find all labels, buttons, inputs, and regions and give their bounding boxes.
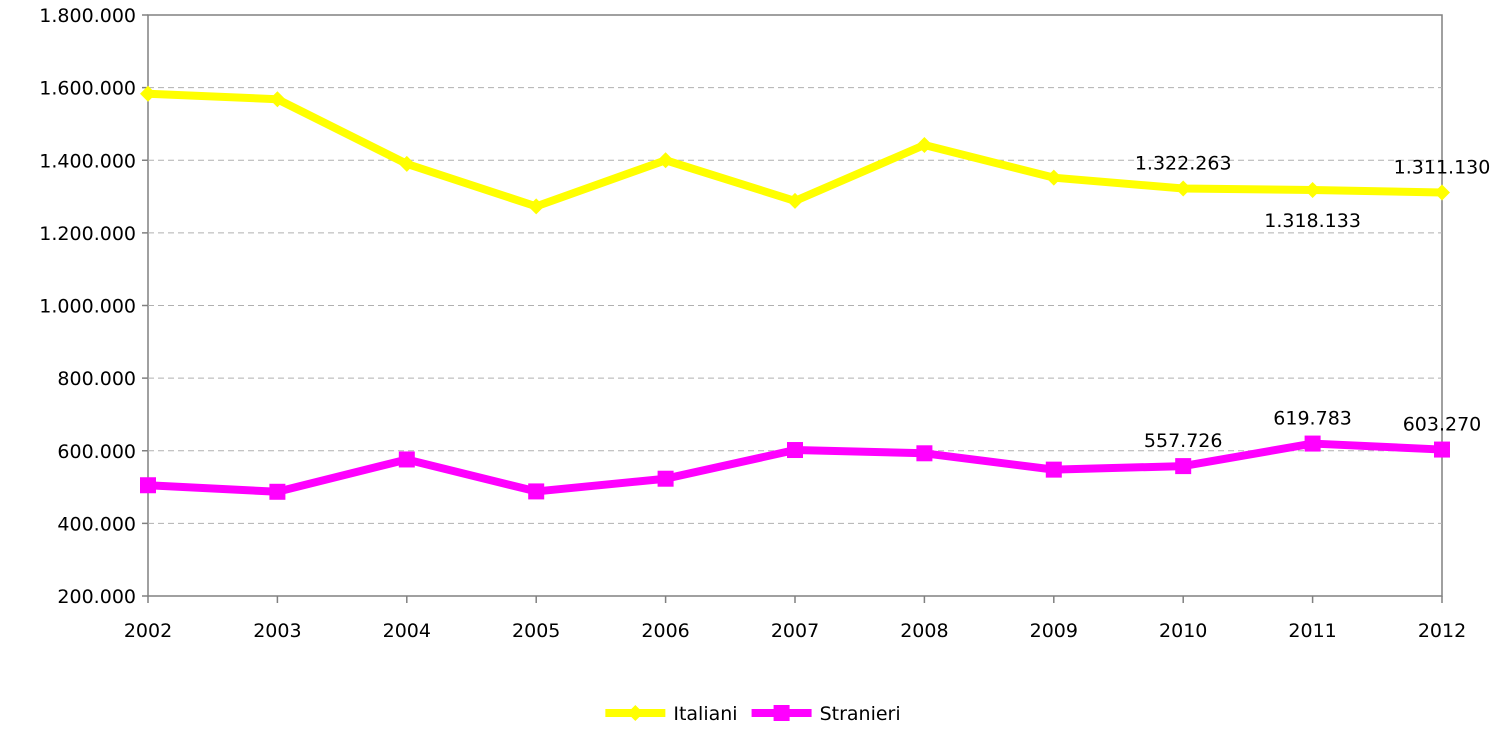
- data-label: 1.318.133: [1264, 210, 1361, 232]
- y-tick-label: 200.000: [57, 586, 136, 608]
- data-point-italiani: [916, 136, 933, 153]
- y-tick-label: 600.000: [57, 441, 136, 463]
- x-tick-label: 2008: [900, 620, 948, 642]
- x-tick-label: 2009: [1030, 620, 1078, 642]
- data-point-italiani: [269, 91, 286, 108]
- x-tick-label: 2004: [383, 620, 431, 642]
- legend-label-stranieri: Stranieri: [820, 703, 901, 725]
- data-point-italiani: [1434, 184, 1450, 201]
- data-point-stranieri: [1045, 461, 1062, 478]
- x-tick-label: 2011: [1288, 620, 1336, 642]
- data-point-stranieri: [398, 451, 415, 468]
- data-point-italiani: [1304, 181, 1321, 198]
- data-point-stranieri: [916, 445, 933, 462]
- x-tick-label: 2010: [1159, 620, 1207, 642]
- legend-marker-italiani: [627, 705, 644, 721]
- x-tick-label: 2002: [124, 620, 172, 642]
- data-point-italiani: [787, 192, 803, 209]
- data-point-italiani: [528, 198, 545, 215]
- y-tick-label: 1.200.000: [39, 223, 136, 245]
- legend-marker-stranieri: [773, 705, 790, 721]
- data-label: 619.783: [1273, 408, 1352, 430]
- data-point-stranieri: [1304, 435, 1321, 452]
- data-point-stranieri: [528, 483, 545, 500]
- data-point-italiani: [140, 85, 156, 102]
- data-point-italiani: [657, 152, 674, 169]
- data-point-stranieri: [269, 483, 286, 500]
- x-tick-label: 2007: [771, 620, 819, 642]
- data-label: 1.311.130: [1394, 157, 1491, 179]
- data-point-stranieri: [787, 442, 803, 459]
- x-tick-label: 2012: [1418, 620, 1466, 642]
- data-point-italiani: [1045, 169, 1062, 186]
- y-tick-label: 1.800.000: [39, 5, 136, 27]
- x-tick-label: 2003: [253, 620, 301, 642]
- data-label: 603.270: [1403, 414, 1482, 436]
- data-point-stranieri: [140, 477, 156, 494]
- y-tick-label: 1.600.000: [39, 78, 136, 100]
- x-tick-label: 2005: [512, 620, 560, 642]
- x-tick-label: 2006: [641, 620, 689, 642]
- legend-label-italiani: Italiani: [673, 703, 737, 725]
- data-label: 557.726: [1144, 430, 1223, 452]
- data-point-stranieri: [1434, 441, 1450, 458]
- series-line-italiani: [144, 89, 1446, 211]
- data-point-stranieri: [1175, 458, 1192, 475]
- y-tick-label: 1.400.000: [39, 150, 136, 172]
- data-point-stranieri: [657, 470, 674, 487]
- data-label: 1.322.263: [1135, 152, 1232, 174]
- y-tick-label: 400.000: [57, 513, 136, 535]
- data-point-italiani: [398, 155, 415, 172]
- y-tick-label: 1.000.000: [39, 296, 136, 318]
- y-tick-label: 800.000: [57, 368, 136, 390]
- data-point-italiani: [1175, 180, 1192, 197]
